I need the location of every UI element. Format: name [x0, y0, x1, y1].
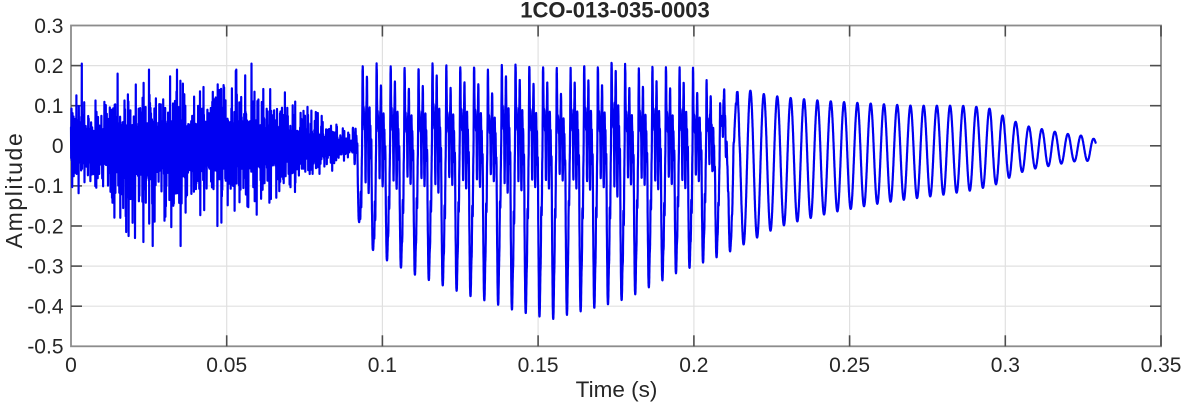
svg-text:-0.2: -0.2 [27, 215, 63, 238]
svg-text:0.2: 0.2 [34, 55, 63, 78]
svg-text:-0.3: -0.3 [27, 255, 63, 278]
svg-text:0.2: 0.2 [679, 354, 708, 377]
svg-text:-0.4: -0.4 [27, 296, 64, 319]
svg-text:0.1: 0.1 [34, 95, 63, 118]
svg-text:0.1: 0.1 [368, 354, 397, 377]
svg-text:Time (s): Time (s) [576, 377, 658, 402]
svg-text:-0.5: -0.5 [27, 336, 63, 359]
svg-text:0.15: 0.15 [518, 354, 559, 377]
svg-text:0.25: 0.25 [829, 354, 870, 377]
svg-text:-0.1: -0.1 [27, 175, 63, 198]
svg-text:0: 0 [52, 135, 64, 158]
svg-text:0.35: 0.35 [1141, 354, 1182, 377]
svg-text:0.3: 0.3 [991, 354, 1020, 377]
svg-text:1CO-013-035-0003: 1CO-013-035-0003 [520, 0, 710, 23]
svg-text:Amplitude: Amplitude [1, 132, 27, 249]
svg-text:0: 0 [65, 354, 77, 377]
svg-text:0.3: 0.3 [34, 15, 63, 38]
svg-text:0.05: 0.05 [206, 354, 247, 377]
